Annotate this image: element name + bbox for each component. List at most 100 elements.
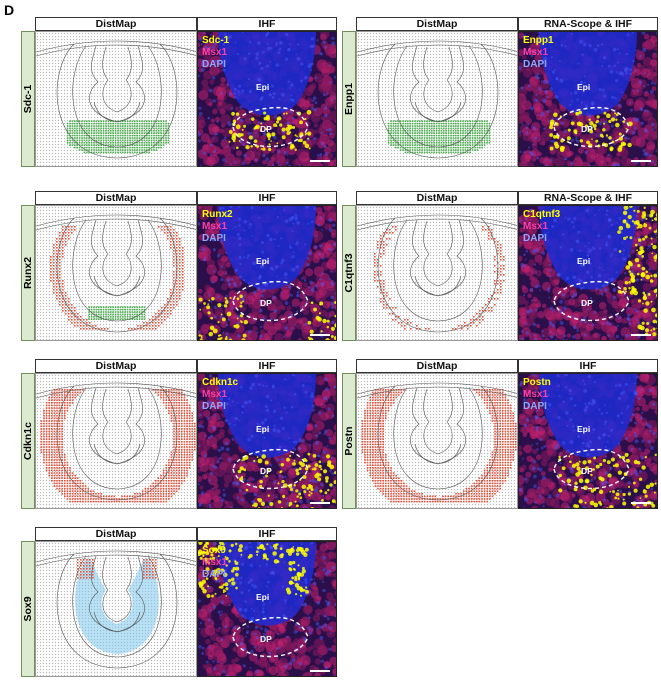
distmap-header: DistMap [35,17,197,31]
fluorescence-image: Sox9 Msx1 DAPI Epi DP [197,541,337,677]
msx1-label: Msx1 [523,389,549,400]
distmap-schematic [35,541,197,677]
epithelium-label: Epi [577,424,591,434]
epithelium-label: Epi [577,82,591,92]
epithelium-dapi [218,32,316,116]
fluorescence-image: Runx2 Msx1 DAPI Epi DP [197,205,337,341]
scale-bar [310,334,330,336]
fluorescence-svg [519,206,657,340]
figure-panel-sox9: Sox9 DistMap IHF Sox9 Msx1 DAPI Epi DP [21,527,337,677]
marker-label: Postn [523,377,551,388]
gene-label-tab: Sox9 [21,541,35,677]
gene-label-tab: Enpp1 [342,31,356,167]
gene-label-tab: Postn [342,373,356,509]
epithelium-label: Epi [256,82,270,92]
gene-label-tab: Sdc-1 [21,31,35,167]
follicle-outline [36,40,196,159]
gene-label: Sox9 [22,596,34,622]
epithelium-label: Epi [577,256,591,266]
distmap-expression-dots [50,226,184,330]
figure-panel-postn: Postn DistMap IHF Postn Msx1 DAPI Epi DP [342,359,658,509]
distmap-header: DistMap [356,17,518,31]
dermal-papilla-label: DP [260,634,272,644]
fluorescence-image: Sdc-1 Msx1 DAPI Epi DP [197,31,337,167]
fluorescence-image: C1qtnf3 Msx1 DAPI Epi DP [518,205,658,341]
distmap-expression-dots [374,226,505,330]
epithelium-dapi [218,374,316,458]
scale-bar [631,334,651,336]
epithelium-label: Epi [256,256,270,266]
distmap-expression-dots [66,120,170,154]
fluorescence-image: Enpp1 Msx1 DAPI Epi DP [518,31,658,167]
marker-label: Cdkn1c [202,377,239,388]
dapi-label: DAPI [202,233,226,244]
staining-header: IHF [197,527,337,541]
distmap-svg [36,382,196,503]
distmap-schematic [356,205,518,341]
dapi-label: DAPI [523,401,547,412]
marker-label: Runx2 [202,209,233,220]
dapi-nuclei [519,374,657,508]
msx1-label: Msx1 [523,47,549,58]
epithelium-dapi [539,206,637,290]
dapi-nuclei [198,206,336,340]
figure-panel-letter: D [4,2,15,18]
staining-header: RNA-Scope & IHF [518,191,658,205]
gene-label: Runx2 [22,256,34,290]
gene-label-tab: Cdkn1c [21,373,35,509]
gene-label-tab: Runx2 [21,205,35,341]
dapi-label: DAPI [202,59,226,70]
dapi-label: DAPI [523,233,547,244]
distmap-header: DistMap [356,191,518,205]
fluorescence-svg [519,374,657,508]
staining-header: IHF [197,191,337,205]
distmap-schematic [35,373,197,509]
marker-label: Sox9 [202,545,226,556]
marker-label: Sdc-1 [202,35,230,46]
follicle-outline [36,382,196,501]
epithelium-label: Epi [256,592,270,602]
follicle-outline [357,214,517,333]
follicle-outline [357,40,517,159]
marker-signal [617,206,657,337]
fluorescence-svg [519,32,657,166]
gene-label-tab: C1qtnf3 [342,205,356,341]
distmap-svg [36,40,196,159]
gene-label: Sdc-1 [22,84,34,114]
gene-label: C1qtnf3 [343,253,355,293]
figure-panel-cdkn1c: Cdkn1c DistMap IHF Cdkn1c Msx1 DAPI Epi DP [21,359,337,509]
msx1-label: Msx1 [202,47,228,58]
scale-bar [310,502,330,504]
staining-header: IHF [518,359,658,373]
epithelium-dapi [218,206,316,290]
distmap-svg [36,214,196,333]
fluorescence-image: Postn Msx1 DAPI Epi DP [518,373,658,509]
figure-panel-runx2: Runx2 DistMap IHF Runx2 Msx1 DAPI Epi DP [21,191,337,341]
fluorescence-image: Cdkn1c Msx1 DAPI Epi DP [197,373,337,509]
gene-label: Enpp1 [343,82,355,116]
staining-header: RNA-Scope & IHF [518,17,658,31]
figure-panel-sdc-1: Sdc-1 DistMap IHF Sdc-1 Msx1 DAPI Epi DP [21,17,337,167]
msx1-label: Msx1 [202,557,228,568]
epithelium-label: Epi [256,424,270,434]
dermal-papilla-label: DP [260,298,272,308]
distmap-schematic [356,31,518,167]
marker-signal [198,294,336,340]
marker-label: C1qtnf3 [523,209,561,220]
distmap-expression-area [75,557,159,654]
dermal-papilla-label: DP [581,466,593,476]
distmap-svg [357,40,517,159]
marker-label: Enpp1 [523,35,554,46]
fluorescence-svg [198,206,336,340]
distmap-expression-dots [88,306,146,320]
distmap-svg [357,382,517,503]
scale-bar [310,160,330,162]
msx1-label: Msx1 [202,389,228,400]
epithelium-dapi [539,32,637,116]
gene-label: Cdkn1c [22,422,34,460]
fluorescence-svg [198,374,336,508]
distmap-header: DistMap [35,191,197,205]
figure-panel-enpp1: Enpp1 DistMap RNA-Scope & IHF Enpp1 Msx1 DAPI… [342,17,658,167]
dapi-label: DAPI [523,59,547,70]
follicle-outline [36,214,196,333]
